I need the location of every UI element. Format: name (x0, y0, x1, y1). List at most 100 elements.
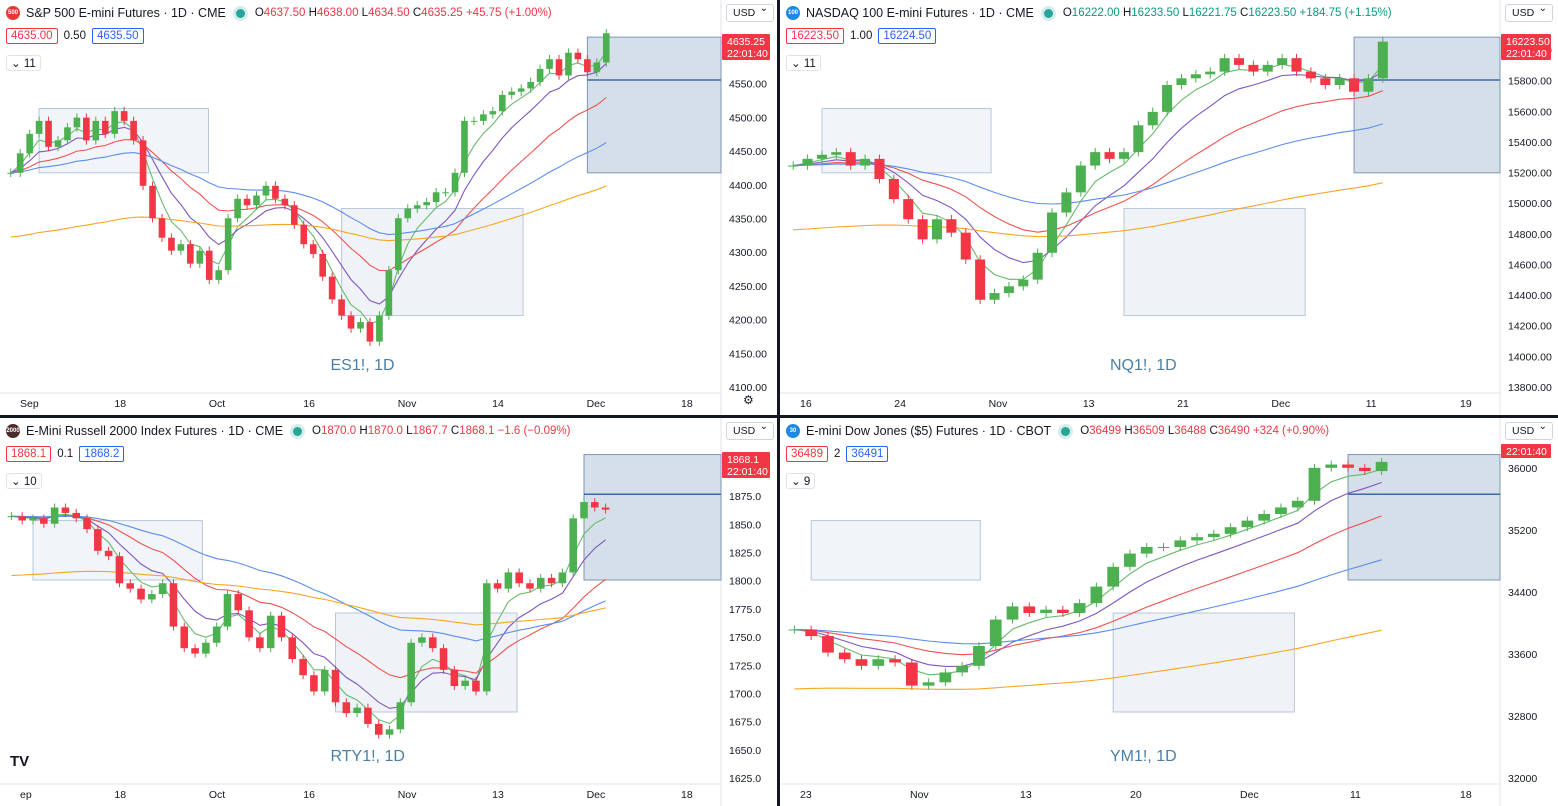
candle (831, 152, 842, 155)
candle (1291, 500, 1304, 508)
candle (946, 219, 957, 233)
candle (515, 572, 523, 584)
candle (989, 619, 1002, 646)
candle (288, 637, 297, 659)
chart-panel-ym[interactable]: 36000 35200 34400 33600 32800 32000 23 Nov 13 20 D… (780, 418, 1558, 806)
sell-button[interactable]: 4635.00 (6, 28, 58, 44)
candle (601, 507, 610, 510)
currency-select[interactable]: USD (726, 421, 774, 440)
candle (555, 59, 563, 76)
horizontal-divider[interactable] (0, 415, 1558, 418)
candle (1320, 78, 1331, 86)
quote-bar: 16223.50 1.00 16224.50 (786, 28, 937, 44)
symbol-header[interactable]: 500 S&P 500 E-mini Futures · 1D · CME O4… (6, 6, 552, 20)
chart-svg[interactable]: 1900.01875.01850.01825.01800.01775.01750… (0, 418, 777, 806)
chart-panel-rty[interactable]: 1900.01875.01850.01825.01800.01775.01750… (0, 418, 777, 806)
indicators-toggle[interactable]: ⌄ 10 (6, 473, 42, 489)
symbol-title[interactable]: NASDAQ 100 E-mini Futures · 1D · CME (806, 6, 1034, 20)
currency-select[interactable]: USD (1505, 421, 1553, 440)
candle (413, 205, 421, 209)
y-tick-label: 1700.0 (729, 688, 761, 700)
market-status-icon[interactable] (235, 8, 245, 18)
indicators-toggle[interactable]: ⌄ 11 (786, 55, 821, 71)
candle (245, 610, 253, 638)
indicators-toggle[interactable]: ⌄ 9 (786, 473, 816, 489)
sell-button[interactable]: 36489 (786, 446, 828, 462)
x-tick-label: 18 (114, 789, 126, 801)
candle (126, 583, 135, 589)
candle (1140, 547, 1153, 554)
symbol-header[interactable]: 30 E-mini Dow Jones ($5) Futures · 1D · … (786, 424, 1329, 438)
candle (215, 270, 223, 280)
candle (1262, 64, 1273, 72)
symbol-header[interactable]: 2000 E-Mini Russell 2000 Index Futures ·… (6, 424, 570, 438)
candle (1342, 464, 1354, 468)
symbol-title[interactable]: S&P 500 E-mini Futures · 1D · CME (26, 6, 226, 20)
y-tick-label: 15600.00 (1508, 106, 1552, 118)
candle (1090, 152, 1101, 166)
candle (169, 583, 178, 627)
chart-svg[interactable]: 4600.004550.004500.004450.004400.004350.… (0, 0, 777, 415)
currency-select[interactable]: USD (726, 3, 774, 22)
x-tick-label: 24 (894, 398, 906, 410)
candle (1224, 527, 1237, 534)
y-tick-label: 15000.00 (1508, 198, 1552, 210)
ema-line-2 (11, 515, 606, 679)
vertical-divider[interactable] (777, 0, 780, 806)
chart-panel-es[interactable]: 4600.004550.004500.004450.004400.004350.… (0, 0, 777, 415)
x-tick-label: Nov (398, 789, 417, 801)
buy-button[interactable]: 4635.50 (91, 28, 144, 44)
symbol-logo-icon: 2000 (6, 424, 20, 438)
y-tick-label: 4500.00 (729, 112, 767, 124)
svg-text:16223.50: 16223.50 (1506, 36, 1550, 48)
y-tick-label: 1625.0 (729, 773, 761, 785)
candle (1133, 125, 1144, 153)
candle (35, 120, 43, 134)
sell-button[interactable]: 1868.1 (6, 446, 52, 462)
candle (536, 68, 544, 82)
chart-svg[interactable]: 36000 35200 34400 33600 32800 32000 23 Nov 13 20 D… (780, 418, 1558, 806)
ohlc-values: O36499 H36509 L36488 C36490 +324 (+0.90%… (1080, 425, 1330, 437)
x-tick-label: 14 (492, 398, 504, 410)
y-tick-label: 1825.0 (729, 548, 761, 560)
symbol-title[interactable]: E-Mini Russell 2000 Index Futures · 1D ·… (26, 424, 284, 438)
chart-panel-nq[interactable]: 16000.0015800.0015600.0015400.0015200.00… (780, 0, 1558, 415)
svg-text:22:01:40: 22:01:40 (1506, 446, 1547, 458)
indicators-toggle[interactable]: ⌄ 11 (6, 55, 41, 71)
chart-svg[interactable]: 16000.0015800.0015600.0015400.0015200.00… (780, 0, 1558, 415)
candle (931, 219, 943, 240)
y-tick-label: 14400.00 (1508, 290, 1552, 302)
candle (120, 111, 128, 121)
candle (404, 208, 412, 219)
buy-button[interactable]: 1868.2 (79, 446, 125, 462)
market-status-icon[interactable] (293, 426, 303, 436)
x-tick-label: 16 (303, 398, 315, 410)
candle (558, 572, 567, 584)
candle (26, 133, 33, 154)
x-tick-label: 16 (800, 398, 812, 410)
tradingview-logo: TV (10, 753, 30, 770)
x-tick-label: 18 (681, 789, 693, 801)
candle (64, 127, 71, 141)
svg-text:22:01:40: 22:01:40 (727, 48, 768, 60)
buy-button[interactable]: 36491 (846, 446, 889, 462)
candle (191, 648, 199, 654)
buy-button[interactable]: 16224.50 (878, 28, 937, 44)
y-tick-label: 1750.0 (729, 632, 761, 644)
candle (1291, 58, 1302, 72)
candle (1358, 467, 1371, 472)
candle (1308, 467, 1321, 501)
market-status-icon[interactable] (1043, 8, 1053, 18)
sell-button[interactable]: 16223.50 (786, 28, 844, 44)
candle (1090, 586, 1103, 604)
y-tick-label: 1775.0 (729, 604, 761, 616)
symbol-title[interactable]: E-mini Dow Jones ($5) Futures · 1D · CBO… (806, 424, 1052, 438)
candle (394, 218, 402, 271)
symbol-header[interactable]: 100 NASDAQ 100 E-mini Futures · 1D · CME… (786, 6, 1392, 20)
x-tick-label: Nov (910, 789, 929, 801)
candle (266, 615, 275, 649)
settings-gear-icon[interactable]: ⚙ (743, 393, 754, 407)
currency-select[interactable]: USD (1505, 3, 1553, 22)
market-status-icon[interactable] (1061, 426, 1071, 436)
